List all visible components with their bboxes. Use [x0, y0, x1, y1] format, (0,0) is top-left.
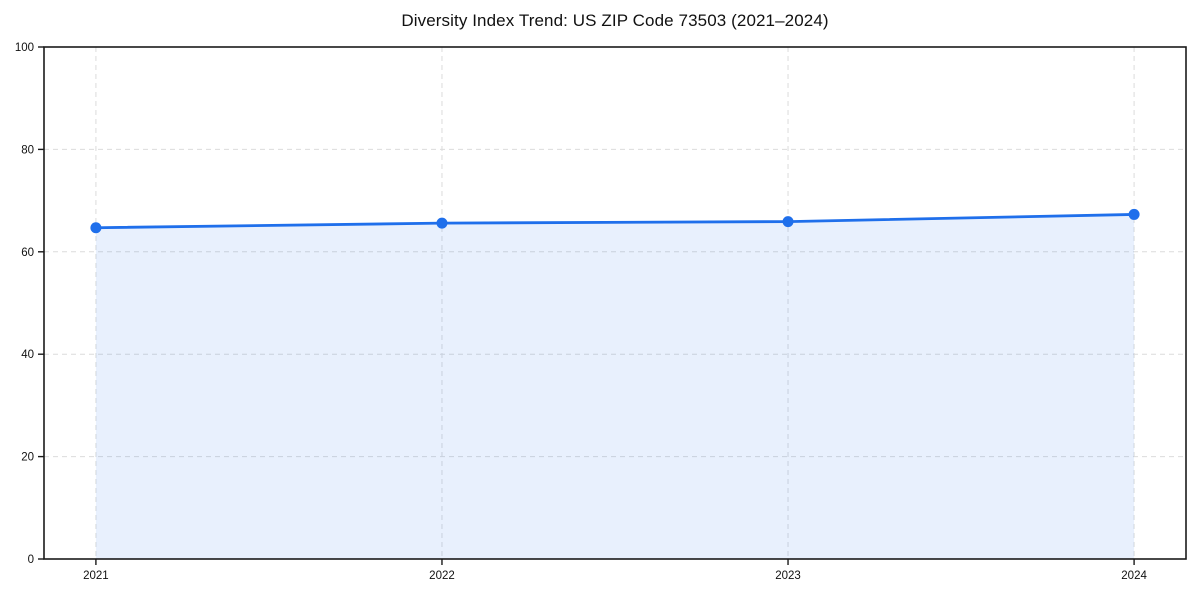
- x-axis-tick-label: 2024: [1121, 570, 1147, 582]
- y-axis-tick-label: 60: [21, 247, 34, 259]
- y-axis-tick-label: 100: [15, 42, 34, 54]
- y-axis-tick-label: 20: [21, 452, 34, 464]
- y-axis-tick-label: 40: [21, 349, 34, 361]
- x-axis-tick-label: 2021: [83, 570, 109, 582]
- area-fill: [95, 214, 1135, 559]
- data-point-2023: [782, 216, 794, 228]
- trend-line: [94, 213, 1136, 230]
- y-axis-tick-label: 80: [21, 144, 34, 156]
- data-point-2022: [436, 217, 448, 229]
- y-axis-tick-label: 0: [28, 554, 34, 566]
- chart-title: Diversity Index Trend: US ZIP Code 73503…: [401, 11, 829, 30]
- data-point-2021: [90, 222, 102, 234]
- x-axis-tick-label: 2022: [429, 570, 455, 582]
- plot-border: [43, 46, 1187, 560]
- data-point-2024: [1128, 208, 1140, 220]
- x-axis-tick-label: 2023: [775, 570, 801, 582]
